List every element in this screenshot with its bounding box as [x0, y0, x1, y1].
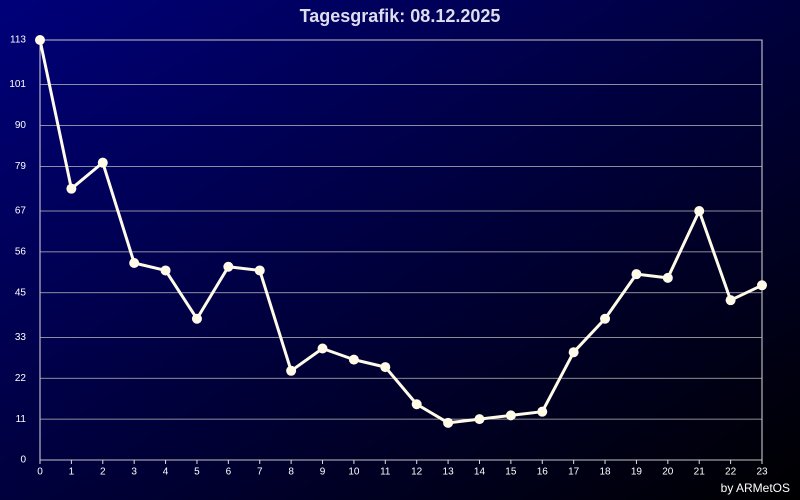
x-tick-label: 9	[320, 467, 326, 478]
point	[97, 157, 108, 168]
credit: by ARMetOS	[721, 481, 790, 495]
point	[380, 362, 391, 373]
point	[411, 399, 422, 410]
point	[600, 313, 611, 324]
point	[725, 295, 736, 306]
x-tick-label: 12	[411, 467, 423, 478]
x-tick-label: 21	[694, 467, 706, 478]
y-tick-label: 101	[9, 79, 26, 90]
y-tick-label: 0	[20, 455, 26, 466]
y-tick-label: 11	[16, 414, 27, 425]
y-tick-label: 45	[15, 287, 27, 298]
x-tick-label: 3	[131, 467, 137, 478]
point	[35, 35, 45, 45]
point	[505, 410, 516, 421]
x-tick-label: 8	[288, 467, 294, 478]
point	[662, 272, 673, 283]
x-tick-label: 19	[631, 467, 643, 478]
line	[38, 39, 763, 425]
x-tick-label: 10	[348, 467, 360, 478]
x-tick-label: 15	[505, 467, 517, 478]
point	[631, 269, 642, 280]
y-tick-label: 67	[15, 206, 27, 217]
x-tick-label: 16	[537, 467, 549, 478]
x-tick-label: 6	[226, 467, 232, 478]
point	[348, 354, 359, 365]
x-tick-label: 4	[163, 467, 169, 478]
x-tick-label: 22	[725, 467, 737, 478]
point	[568, 347, 579, 358]
point	[160, 265, 171, 276]
y-tick-label: 79	[15, 161, 27, 172]
x-tick-label: 5	[194, 467, 200, 478]
x-tick-label: 14	[474, 467, 486, 478]
x-tick-label: 20	[662, 467, 674, 478]
y-tick-label: 113	[10, 35, 26, 46]
y-tick-label: 90	[15, 120, 27, 131]
x-tick-label: 23	[756, 467, 768, 478]
point	[254, 265, 265, 276]
chart-title: Tagesgrafik: 08.12.2025	[300, 6, 501, 26]
point	[66, 183, 77, 194]
x-tick-label: 2	[100, 467, 106, 478]
x-tick-label: 7	[257, 467, 263, 478]
point	[474, 414, 485, 425]
point	[129, 258, 140, 269]
point	[223, 261, 234, 272]
x-tick-label: 0	[37, 467, 43, 478]
point	[191, 313, 202, 324]
y-tick-label: 22	[15, 373, 27, 384]
x-tick-label: 18	[599, 467, 611, 478]
point	[317, 343, 328, 354]
point	[537, 406, 548, 417]
y-tick-label: 56	[15, 246, 27, 257]
x-tick-label: 17	[568, 467, 580, 478]
point	[286, 365, 297, 376]
x-tick-label: 11	[380, 467, 391, 478]
y-tick-label: 33	[15, 332, 27, 343]
x-tick-label: 13	[443, 467, 455, 478]
x-tick-label: 1	[69, 467, 75, 478]
point	[443, 417, 454, 428]
point	[694, 205, 705, 216]
point	[757, 280, 767, 291]
